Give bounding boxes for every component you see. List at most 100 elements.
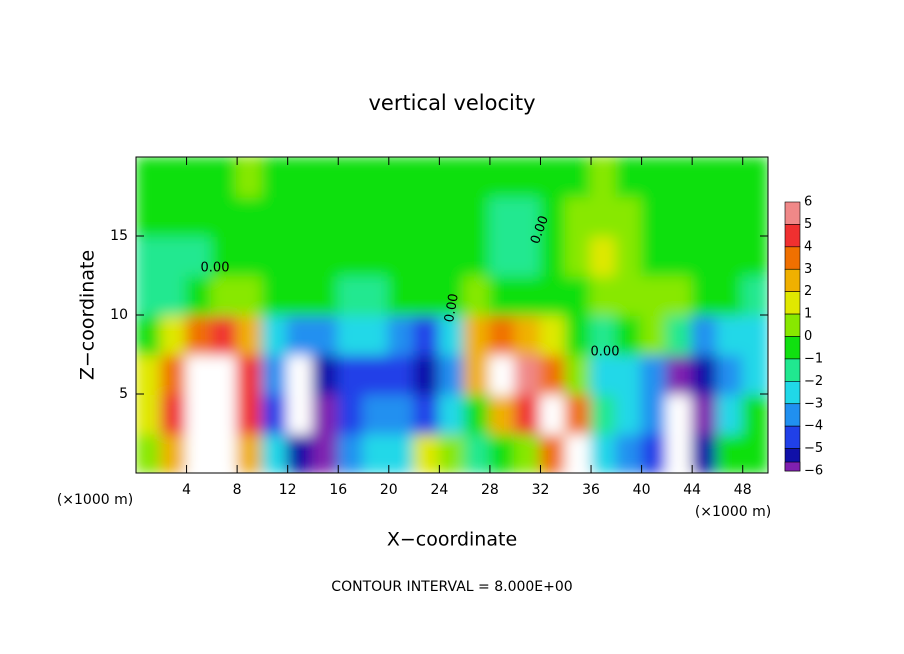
cell	[716, 195, 744, 237]
cell	[615, 432, 643, 473]
cell	[640, 393, 668, 435]
cell	[261, 157, 289, 198]
cell	[463, 235, 491, 277]
cell	[286, 314, 314, 356]
cell	[640, 314, 668, 356]
cell	[514, 195, 542, 237]
cell	[539, 353, 567, 395]
colorbar-swatch	[784, 291, 801, 315]
cell	[539, 157, 567, 198]
cell	[311, 274, 340, 316]
cell	[185, 432, 213, 473]
x-unit-label: (×1000 m)	[695, 504, 771, 520]
cell	[665, 157, 694, 198]
cell	[362, 195, 390, 237]
colorbar-label: 5	[804, 217, 812, 232]
cell	[136, 314, 163, 356]
cell	[337, 235, 365, 277]
colorbar-label: 0	[804, 329, 812, 344]
cell	[615, 353, 643, 395]
cell	[261, 195, 289, 237]
cell	[311, 393, 340, 435]
cells	[136, 157, 768, 473]
colorbar-swatch	[784, 201, 801, 225]
colorbar-label: 3	[804, 262, 812, 277]
cell	[136, 432, 163, 473]
cell	[413, 235, 441, 277]
cell	[463, 393, 491, 435]
y-tick-label: 10	[110, 307, 128, 323]
cell	[463, 157, 491, 198]
cell	[590, 353, 618, 395]
cell	[413, 314, 441, 356]
cell	[665, 195, 694, 237]
cell	[261, 393, 289, 435]
cell	[640, 157, 668, 198]
cell	[665, 274, 694, 316]
cell	[463, 195, 491, 237]
cell	[615, 235, 643, 277]
cell	[590, 274, 618, 316]
cell	[438, 393, 466, 435]
cell	[311, 432, 340, 473]
colorbar-swatch	[784, 268, 801, 292]
cell	[413, 432, 441, 473]
cell	[665, 432, 694, 473]
cell	[261, 274, 289, 316]
cell	[387, 274, 416, 316]
cell	[615, 393, 643, 435]
x-tick-label: 32	[532, 482, 550, 498]
cell	[640, 353, 668, 395]
cell	[387, 432, 416, 473]
cell	[488, 353, 517, 395]
cell	[438, 314, 466, 356]
cell	[691, 432, 719, 473]
cell	[665, 314, 694, 356]
cell	[741, 353, 768, 395]
cell	[716, 235, 744, 277]
cell	[691, 353, 719, 395]
cell	[185, 353, 213, 395]
cell	[387, 157, 416, 198]
cell	[413, 353, 441, 395]
cell	[160, 393, 188, 435]
cell	[438, 195, 466, 237]
cell	[741, 157, 768, 198]
cell	[514, 235, 542, 277]
cell	[539, 274, 567, 316]
cell	[362, 432, 390, 473]
colorbar-label: 1	[804, 307, 812, 322]
cell	[438, 353, 466, 395]
cell	[387, 314, 416, 356]
colorbar-label: −5	[804, 441, 823, 456]
x-unit-label: (×1000 m)	[57, 492, 133, 508]
colorbar-swatch	[784, 336, 801, 360]
cell	[615, 274, 643, 316]
cell	[590, 314, 618, 356]
colorbar-label: 4	[804, 239, 812, 254]
cell	[337, 274, 365, 316]
cell	[488, 157, 517, 198]
colorbar-label: −2	[804, 374, 823, 389]
cell	[463, 274, 491, 316]
colorbar-swatch	[784, 358, 801, 382]
cell	[413, 157, 441, 198]
cell	[261, 235, 289, 277]
colorbar-swatch	[784, 313, 801, 337]
colorbar-label: −4	[804, 419, 823, 434]
cell	[640, 274, 668, 316]
cell	[691, 314, 719, 356]
x-tick-label: 20	[380, 482, 398, 498]
cell	[236, 314, 264, 356]
cell	[286, 274, 314, 316]
cell	[136, 195, 163, 237]
x-tick-label: 12	[279, 482, 297, 498]
colorbar-swatch	[784, 403, 801, 427]
cell	[210, 353, 239, 395]
cell	[136, 157, 163, 198]
cell	[236, 195, 264, 237]
y-tick-label: 15	[110, 228, 128, 244]
x-tick-label: 36	[582, 482, 600, 498]
cell	[564, 314, 593, 356]
